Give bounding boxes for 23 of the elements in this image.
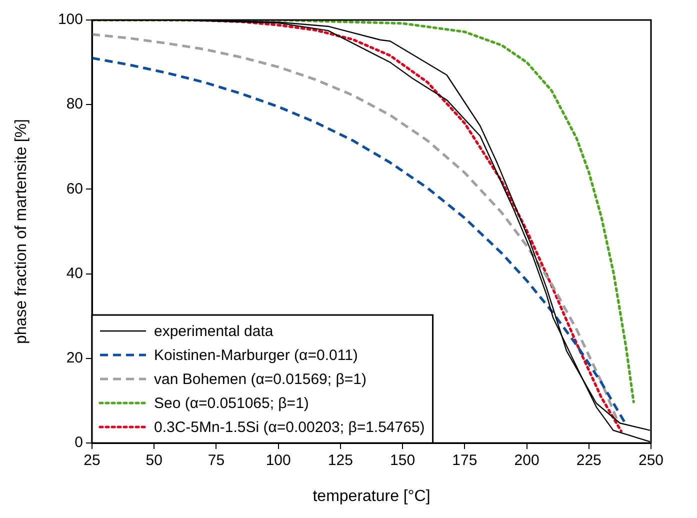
x-tick-label: 100 — [266, 452, 291, 470]
x-axis-title: temperature [°C] — [312, 488, 430, 505]
y-tick-label: 40 — [66, 264, 83, 282]
legend-label: van Bohemen (α=0.01569; β=1) — [154, 371, 366, 388]
legend-label: experimental data — [154, 323, 274, 340]
x-tick-label: 50 — [146, 452, 162, 470]
y-tick-label: 0 — [74, 434, 83, 452]
y-axis-title: phase fraction of martensite [%] — [13, 119, 30, 344]
x-tick-label: 200 — [514, 452, 540, 470]
y-tick-label: 80 — [66, 96, 83, 113]
x-tick-label: 25 — [84, 452, 100, 470]
legend-label: 0.3C-5Mn-1.5Si (α=0.00203; β=1.54765) — [154, 419, 425, 436]
x-tick-label: 75 — [208, 452, 225, 470]
x-tick-label: 225 — [576, 452, 602, 470]
legend-label: Seo (α=0.051065; β=1) — [154, 395, 309, 412]
y-tick-label: 60 — [66, 180, 83, 198]
y-tick-label: 20 — [66, 350, 83, 367]
x-tick-label: 125 — [328, 452, 353, 470]
x-tick-label: 150 — [390, 452, 416, 470]
x-tick-label: 250 — [638, 452, 664, 470]
x-tick-label: 175 — [452, 452, 478, 470]
legend-label: Koistinen-Marburger (α=0.011) — [154, 347, 358, 364]
y-tick-label: 100 — [58, 11, 83, 28]
